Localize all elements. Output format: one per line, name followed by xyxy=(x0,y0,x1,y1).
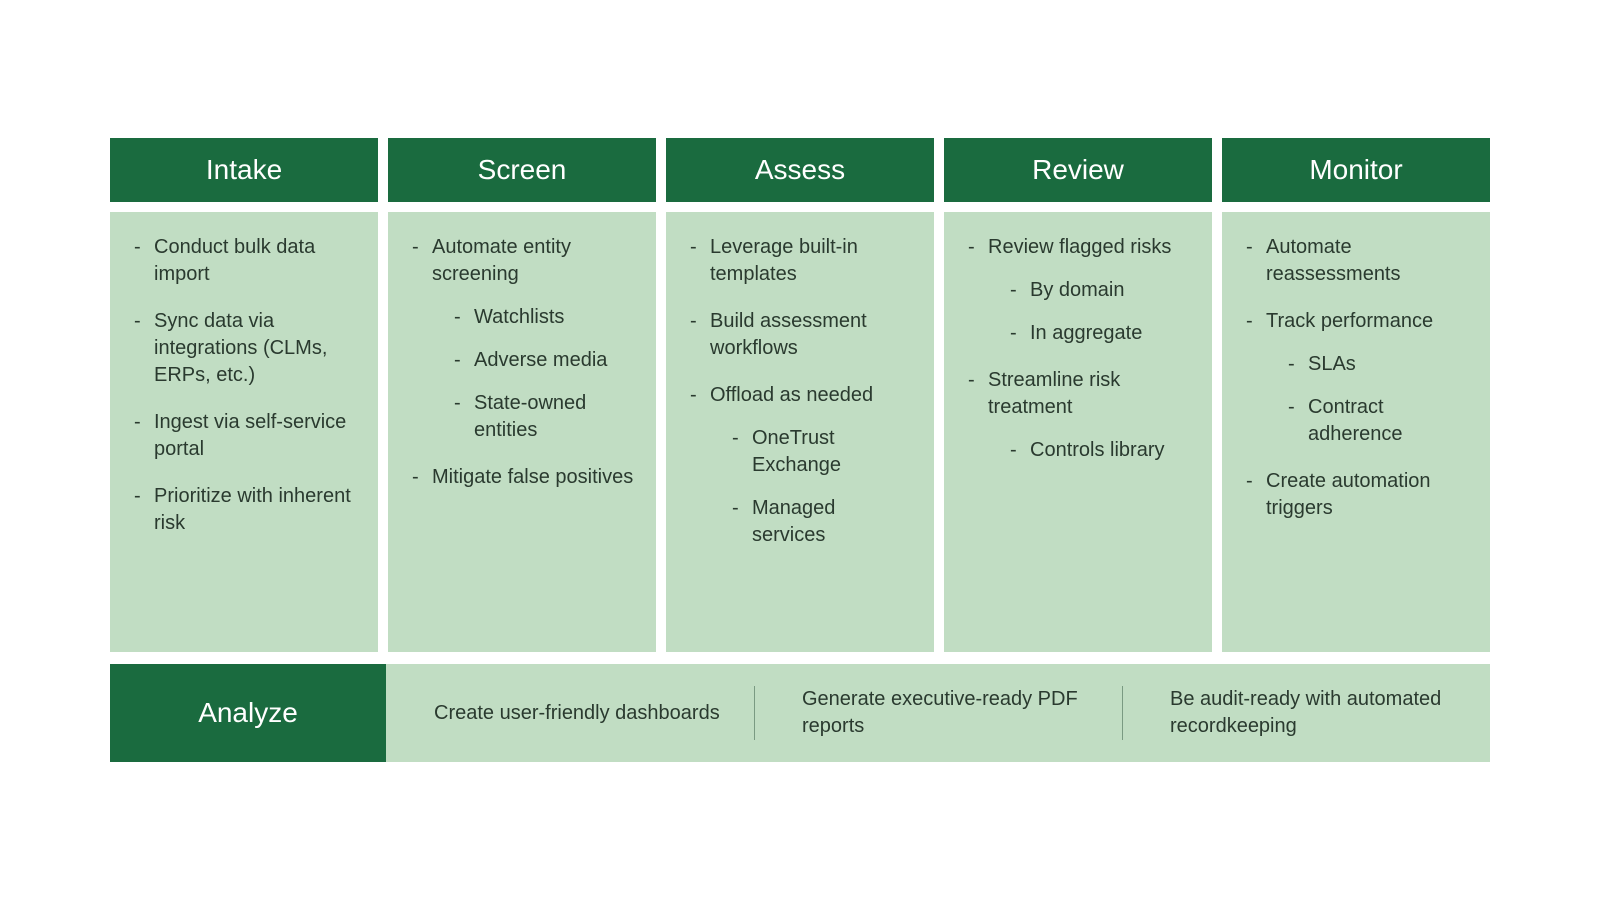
list-subitem: State-owned entities xyxy=(452,390,636,444)
list-subitem: SLAs xyxy=(1286,351,1470,378)
stage-body: Automate entity screening Watchlists Adver… xyxy=(388,212,656,652)
list-item-label: Offload as needed xyxy=(710,384,873,406)
stages-grid: Intake Conduct bulk data import Sync data … xyxy=(110,138,1490,652)
list-item-label: Prioritize with inherent risk xyxy=(154,485,351,534)
list-item-label: Streamline risk treatment xyxy=(988,369,1120,418)
list-item-label: Build assessment workflows xyxy=(710,310,867,359)
list-item-label: Automate entity screening xyxy=(432,236,571,285)
list-item: Leverage built-in templates xyxy=(686,234,914,288)
list-subitem: Adverse media xyxy=(452,347,636,374)
stage-body: Automate reassessments Track performance S… xyxy=(1222,212,1490,652)
list-item: Create automation triggers xyxy=(1242,468,1470,522)
list-item: Prioritize with inherent risk xyxy=(130,483,358,537)
list-item: Automate entity screening Watchlists Adver… xyxy=(408,234,636,444)
analyze-header: Analyze xyxy=(110,664,386,762)
list-subitem-label: In aggregate xyxy=(1030,322,1142,344)
stage-header: Monitor xyxy=(1222,138,1490,202)
list-item: Track performance SLAs Contract adherence xyxy=(1242,308,1470,448)
list-item: Conduct bulk data import xyxy=(130,234,358,288)
list-subitem-label: Watchlists xyxy=(474,306,564,328)
list-item: Mitigate false positives xyxy=(408,464,636,491)
list-subitem: By domain xyxy=(1008,277,1192,304)
list-subitem-label: OneTrust Exchange xyxy=(752,427,841,476)
list-subitem: Contract adherence xyxy=(1286,394,1470,448)
list-item-label: Review flagged risks xyxy=(988,236,1171,258)
stage-column: Monitor Automate reassessments Track perfo… xyxy=(1222,138,1490,652)
list-subitem-label: SLAs xyxy=(1308,353,1356,375)
list-subitem: OneTrust Exchange xyxy=(730,425,914,479)
list-subitem-label: By domain xyxy=(1030,279,1125,301)
list-item: Streamline risk treatment Controls librar… xyxy=(964,367,1192,464)
stage-header: Intake xyxy=(110,138,378,202)
list-subitem: In aggregate xyxy=(1008,320,1192,347)
list-subitem: Watchlists xyxy=(452,304,636,331)
stage-column: Intake Conduct bulk data import Sync data … xyxy=(110,138,378,652)
analyze-body: Create user-friendly dashboards Generate … xyxy=(386,664,1490,762)
list-subitem: Controls library xyxy=(1008,437,1192,464)
list-subitem-label: Controls library xyxy=(1030,439,1164,461)
list-item-label: Automate reassessments xyxy=(1266,236,1401,285)
list-item-label: Conduct bulk data import xyxy=(154,236,315,285)
analyze-row: Analyze Create user-friendly dashboards G… xyxy=(110,664,1490,762)
analyze-item: Create user-friendly dashboards xyxy=(386,664,754,762)
list-subitem-label: Adverse media xyxy=(474,349,607,371)
list-subitem-label: Contract adherence xyxy=(1308,396,1403,445)
list-item-label: Mitigate false positives xyxy=(432,466,633,488)
list-item: Build assessment workflows xyxy=(686,308,914,362)
list-subitem-label: State-owned entities xyxy=(474,392,586,441)
list-item-label: Track performance xyxy=(1266,310,1433,332)
stage-body: Review flagged risks By domain In aggregat… xyxy=(944,212,1212,652)
list-item: Ingest via self-service portal xyxy=(130,409,358,463)
list-item-label: Sync data via integrations (CLMs, ERPs, … xyxy=(154,310,327,386)
stage-body: Leverage built-in templates Build assessm… xyxy=(666,212,934,652)
stage-column: Review Review flagged risks By domain In ag… xyxy=(944,138,1212,652)
analyze-item-label: Generate executive-ready PDF reports xyxy=(802,686,1092,740)
stage-body: Conduct bulk data import Sync data via in… xyxy=(110,212,378,652)
analyze-item-label: Create user-friendly dashboards xyxy=(434,700,720,727)
list-item-label: Leverage built-in templates xyxy=(710,236,858,285)
list-item: Sync data via integrations (CLMs, ERPs, … xyxy=(130,308,358,389)
stage-header: Assess xyxy=(666,138,934,202)
stage-header: Review xyxy=(944,138,1212,202)
analyze-item: Be audit-ready with automated recordkeep… xyxy=(1122,664,1490,762)
list-item-label: Ingest via self-service portal xyxy=(154,411,346,460)
analyze-item-label: Be audit-ready with automated recordkeep… xyxy=(1170,686,1460,740)
list-item: Offload as needed OneTrust Exchange Manage… xyxy=(686,382,914,549)
process-diagram: Intake Conduct bulk data import Sync data … xyxy=(90,138,1510,762)
list-subitem-label: Managed services xyxy=(752,497,835,546)
list-item: Review flagged risks By domain In aggregat… xyxy=(964,234,1192,347)
list-item-label: Create automation triggers xyxy=(1266,470,1431,519)
list-subitem: Managed services xyxy=(730,495,914,549)
stage-column: Screen Automate entity screening Watchlist… xyxy=(388,138,656,652)
list-item: Automate reassessments xyxy=(1242,234,1470,288)
analyze-item: Generate executive-ready PDF reports xyxy=(754,664,1122,762)
stage-header: Screen xyxy=(388,138,656,202)
stage-column: Assess Leverage built-in templates Build a… xyxy=(666,138,934,652)
